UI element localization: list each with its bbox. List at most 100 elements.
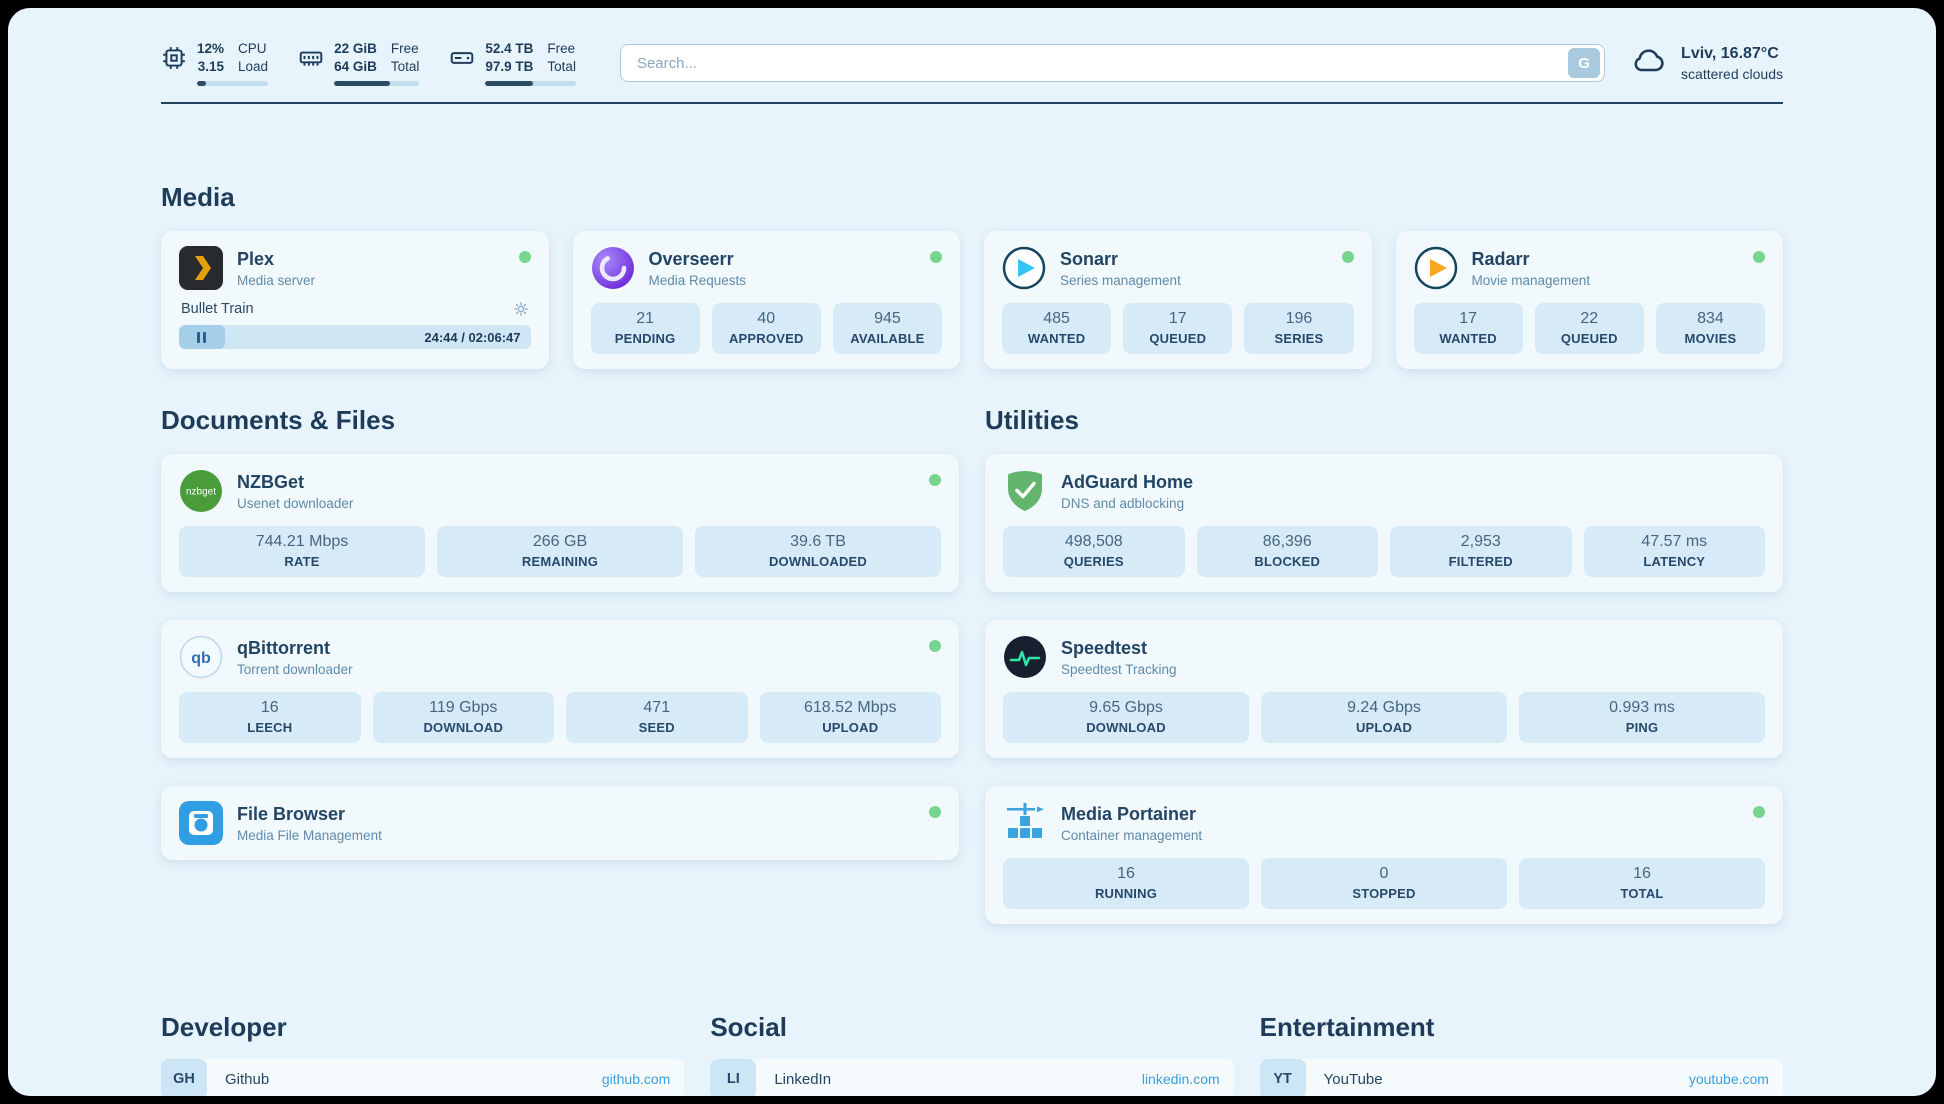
radarr-app-tile[interactable]: Radarr Movie management bbox=[1414, 246, 1765, 290]
adguard-app-tile[interactable]: AdGuard Home DNS and adblocking bbox=[1003, 469, 1765, 513]
stat-box: 16 RUNNING bbox=[1003, 858, 1249, 910]
stat-box: 119 Gbps DOWNLOAD bbox=[372, 692, 554, 744]
disk-total-value: 97.9 TB bbox=[485, 58, 534, 74]
ram-icon bbox=[298, 45, 324, 71]
stat-value: 196 bbox=[1285, 310, 1313, 328]
developer-section-title: Developer bbox=[161, 1012, 287, 1043]
ram-free-label: Free bbox=[390, 41, 419, 56]
radarr-name: Radarr bbox=[1471, 248, 1530, 269]
disk-progressbar bbox=[485, 81, 576, 87]
stat-value: 2,953 bbox=[1460, 533, 1501, 551]
disk-free-value: 52.4 TB bbox=[485, 41, 534, 56]
portainer-app-tile[interactable]: Media Portainer Container management bbox=[1003, 801, 1765, 845]
disk-icon bbox=[449, 45, 475, 71]
media-grid: Plex Media server Bullet Train bbox=[161, 231, 1783, 370]
stat-label: RUNNING bbox=[1094, 886, 1158, 902]
stat-box: 471 SEED bbox=[566, 692, 748, 744]
entertainment-link-rows: YT YouTube youtube.com NF Netflix netfli… bbox=[1259, 1059, 1783, 1096]
adguard-name: AdGuard Home bbox=[1061, 471, 1194, 492]
github-badge: GH bbox=[161, 1059, 207, 1096]
filebrowser-app-tile[interactable]: File Browser Media File Management bbox=[179, 801, 941, 846]
link-url[interactable]: youtube.com bbox=[1688, 1071, 1769, 1088]
qbittorrent-app-tile[interactable]: qb qBittorrent Torrent downloader bbox=[179, 635, 941, 679]
plex-name: Plex bbox=[237, 248, 275, 269]
stat-value: 22 bbox=[1580, 310, 1599, 328]
stat-label: REMAINING bbox=[521, 554, 599, 570]
stat-value: 498,508 bbox=[1064, 533, 1123, 551]
plex-app-tile[interactable]: Plex Media server bbox=[179, 246, 531, 291]
weather-location: Lviv, 16.87°C bbox=[1681, 44, 1779, 62]
nzbget-status-dot bbox=[929, 474, 941, 487]
stat-label: QUEUED bbox=[1149, 331, 1207, 347]
now-playing-title: Bullet Train bbox=[181, 301, 254, 318]
link-url[interactable]: github.com bbox=[601, 1071, 671, 1088]
stat-box: 47.57 ms LATENCY bbox=[1583, 526, 1765, 578]
plex-icon bbox=[179, 246, 223, 291]
portainer-description: Container management bbox=[1061, 827, 1203, 843]
speedtest-stats: 9.65 Gbps DOWNLOAD 9.24 Gbps UPLOAD 0.99… bbox=[1003, 692, 1765, 744]
stat-value: 266 GB bbox=[532, 533, 588, 551]
link-item-linkedin[interactable]: LI LinkedIn linkedin.com bbox=[710, 1059, 1234, 1096]
portainer-card: Media Portainer Container management 16 … bbox=[985, 786, 1783, 925]
stat-box: 618.52 Mbps UPLOAD bbox=[759, 692, 941, 744]
stat-box: 40 APPROVED bbox=[711, 303, 821, 355]
stat-box: 485 WANTED bbox=[1002, 303, 1112, 355]
link-name: YouTube bbox=[1323, 1070, 1383, 1088]
stat-value: 47.57 ms bbox=[1641, 533, 1708, 551]
nzbget-stats: 744.21 Mbps RATE 266 GB REMAINING 39.6 T… bbox=[179, 526, 941, 578]
stat-label: FILTERED bbox=[1448, 554, 1513, 570]
media-section: Media Plex Media server bbox=[161, 182, 1783, 370]
link-item-youtube[interactable]: YT YouTube youtube.com bbox=[1259, 1059, 1783, 1096]
search-input[interactable] bbox=[624, 54, 1569, 72]
stat-label: PING bbox=[1625, 720, 1659, 736]
portainer-stats: 16 RUNNING 0 STOPPED 16 TOTAL bbox=[1003, 858, 1765, 910]
stat-box: 21 PENDING bbox=[590, 303, 700, 355]
stat-box: 17 WANTED bbox=[1413, 303, 1523, 355]
link-name: LinkedIn bbox=[774, 1070, 832, 1088]
google-search-button[interactable]: G bbox=[1568, 48, 1601, 79]
utilities-section-title: Utilities bbox=[985, 405, 1079, 436]
speedtest-icon bbox=[1003, 635, 1047, 679]
ram-total-value: 64 GiB bbox=[334, 58, 377, 74]
stat-label: DOWNLOADED bbox=[768, 554, 868, 570]
ram-total-label: Total bbox=[390, 58, 420, 74]
stat-box: 9.65 Gbps DOWNLOAD bbox=[1003, 692, 1249, 744]
overseerr-card: Overseerr Media Requests 21 PENDING 40 A… bbox=[572, 231, 960, 370]
stat-value: 21 bbox=[636, 310, 654, 328]
stat-label: DOWNLOAD bbox=[423, 720, 504, 736]
stat-value: 618.52 Mbps bbox=[803, 699, 897, 717]
ram-metric: 22 GiB Free 64 GiB Total bbox=[298, 40, 420, 87]
stat-value: 86,396 bbox=[1262, 533, 1312, 551]
stat-value: 17 bbox=[1459, 310, 1477, 328]
link-item-github[interactable]: GH Github github.com bbox=[161, 1059, 685, 1096]
entertainment-links-section: Entertainment YT YouTube youtube.com NF … bbox=[1259, 1012, 1783, 1096]
stat-label: BLOCKED bbox=[1254, 554, 1321, 570]
link-url[interactable]: linkedin.com bbox=[1141, 1071, 1220, 1088]
stat-label: STOPPED bbox=[1352, 886, 1416, 902]
overseerr-name: Overseerr bbox=[648, 248, 734, 269]
adguard-stats: 498,508 QUERIES 86,396 BLOCKED 2,953 FIL… bbox=[1003, 526, 1765, 578]
topbar: 12% CPU 3.15 Load 22 bbox=[161, 8, 1783, 87]
playback-time: 24:44 / 02:06:47 bbox=[424, 329, 521, 345]
filebrowser-status-dot bbox=[929, 806, 941, 819]
search-bar: G bbox=[619, 44, 1606, 83]
gear-icon[interactable] bbox=[513, 301, 529, 317]
plex-description: Media server bbox=[237, 272, 316, 288]
nzbget-app-tile[interactable]: nzbget NZBGet Usenet downloader bbox=[179, 469, 941, 513]
middle-columns: Documents & Files nzbget NZBGet Usenet d… bbox=[161, 405, 1783, 925]
overseerr-app-tile[interactable]: Overseerr Media Requests bbox=[591, 246, 942, 290]
stat-label: MOVIES bbox=[1684, 331, 1737, 347]
stat-label: SERIES bbox=[1274, 331, 1324, 347]
cpu-metric: 12% CPU 3.15 Load bbox=[161, 40, 269, 87]
radarr-card: Radarr Movie management 17 WANTED 22 QUE… bbox=[1395, 231, 1783, 370]
social-section-title: Social bbox=[710, 1012, 787, 1043]
sonarr-app-tile[interactable]: Sonarr Series management bbox=[1002, 246, 1354, 290]
playback-progressbar[interactable]: 24:44 / 02:06:47 bbox=[179, 325, 531, 350]
system-metrics: 12% CPU 3.15 Load 22 bbox=[161, 40, 576, 87]
adguard-description: DNS and adblocking bbox=[1061, 495, 1185, 511]
speedtest-app-tile[interactable]: Speedtest Speedtest Tracking bbox=[1003, 635, 1765, 679]
media-section-title: Media bbox=[161, 182, 235, 213]
stat-box: 86,396 BLOCKED bbox=[1196, 526, 1378, 578]
social-link-rows: LI LinkedIn linkedin.com TW Twitter twit… bbox=[710, 1059, 1234, 1096]
stat-box: 22 QUEUED bbox=[1534, 303, 1644, 355]
